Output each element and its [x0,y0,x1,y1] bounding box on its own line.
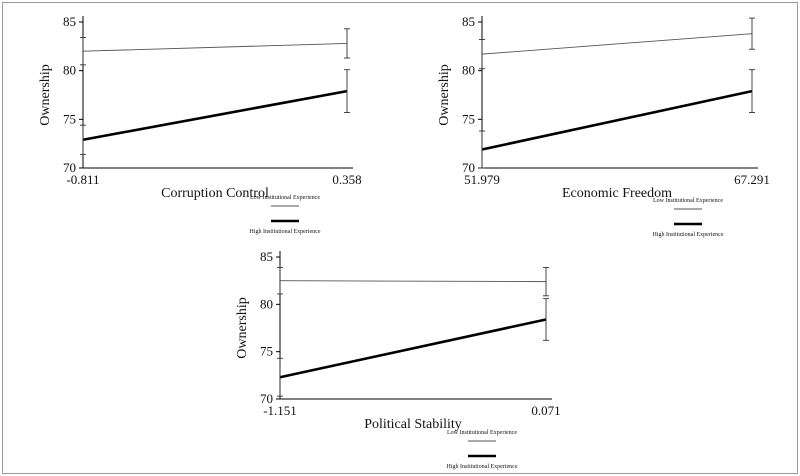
legend-label-low: Low Institutional Experience [250,195,320,201]
x-tick-label: 0.071 [531,403,560,418]
legend-label-low: Low Institutional Experience [653,198,723,204]
series-line-high [82,89,348,142]
y-tick-label: 70 [462,160,475,175]
y-axis-label: Ownership [235,297,250,358]
x-axis-label: Corruption Control [161,186,269,201]
series-line-high [481,89,753,151]
x-tick-label: 51.979 [464,172,500,187]
legend-label-low: Low Institutional Experience [447,430,517,436]
y-tick-label: 75 [462,111,475,126]
x-tick-label: -0.811 [66,172,99,187]
legend-label-high: High Institutional Experience [250,229,321,235]
x-tick-label: 67.291 [734,172,770,187]
y-axis-label: Ownership [38,64,53,125]
legend: Low Institutional Experience High Institu… [653,198,724,238]
legend-label-high: High Institutional Experience [653,232,724,238]
y-tick-label: 70 [260,391,273,406]
x-axis-label: Economic Freedom [562,186,672,201]
x-axis-label: Political Stability [364,417,462,432]
y-axis-label: Ownership [437,64,452,125]
y-tick-label: 80 [260,296,273,311]
x-tick-label: -1.151 [263,403,297,418]
y-tick-label: 85 [63,14,76,29]
legend: Low Institutional Experience High Institu… [250,195,321,235]
series-line-low [82,42,348,52]
y-tick-label: 80 [462,63,475,78]
series-line-low [279,280,547,283]
series-line-low [481,33,753,55]
series-line-high [279,318,547,379]
y-tick-label: 85 [462,14,475,29]
chart-panel-3: 70 75 80 85 -1.151 0.071 Political Stability Ow… [235,249,561,470]
y-tick-label: 75 [63,111,76,126]
chart-panel-1: 70 75 80 85 -0.811 0.358 Corruption Control Own… [38,14,362,235]
legend-label-high: High Institutional Experience [447,464,518,470]
y-tick-label: 85 [260,249,273,264]
y-tick-label: 75 [260,344,273,359]
legend: Low Institutional Experience High Institu… [447,430,518,470]
chart-panel-2: 70 75 80 85 51.979 67.291 Economic Freedom Owne… [437,14,770,238]
y-tick-label: 80 [63,63,76,78]
y-tick-label: 70 [63,160,76,175]
x-tick-label: 0.358 [332,172,361,187]
